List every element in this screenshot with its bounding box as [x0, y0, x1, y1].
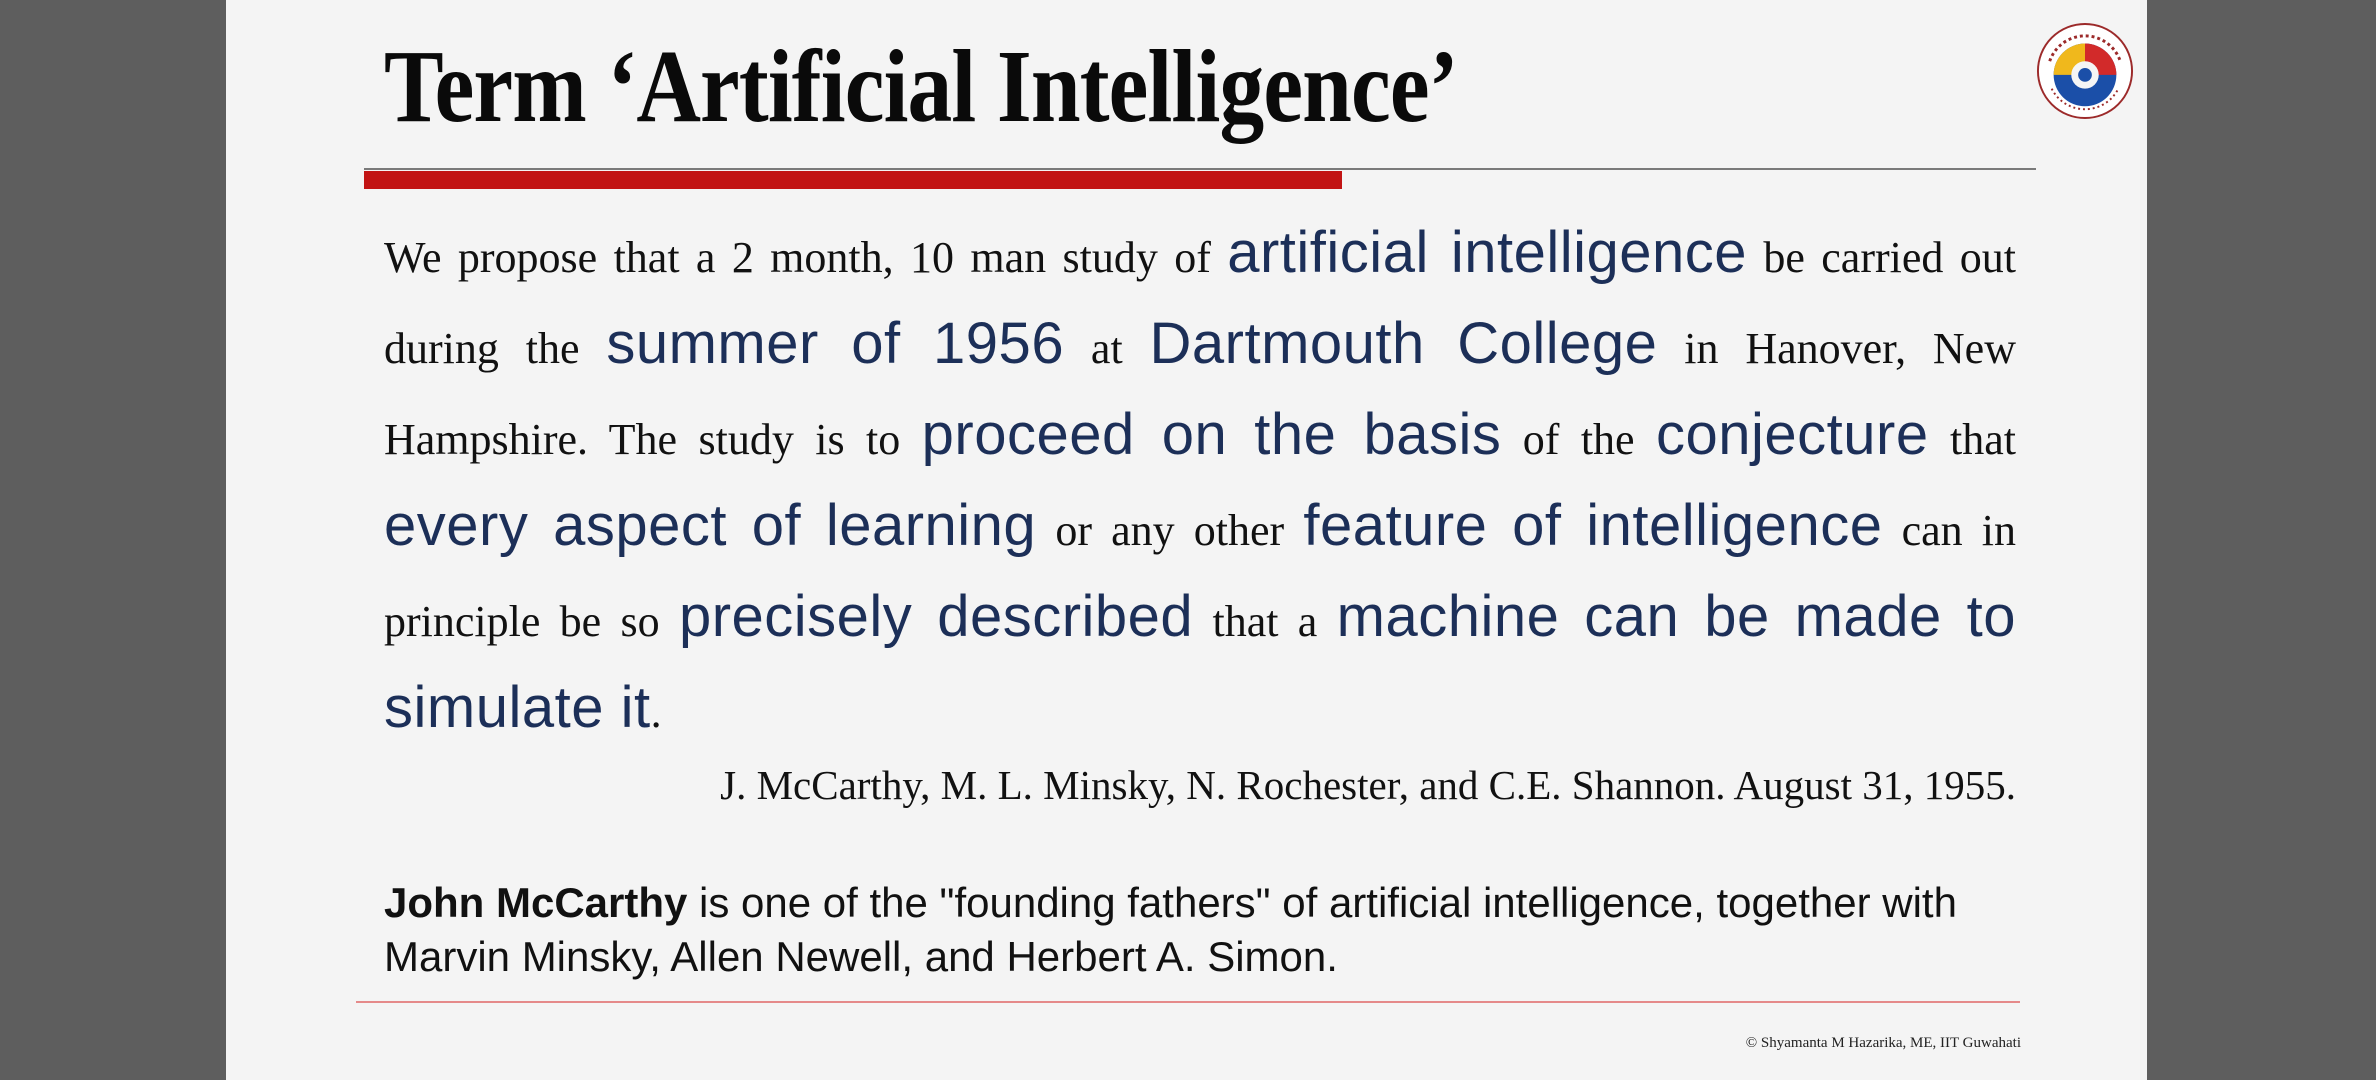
- title-underline-thin: [364, 168, 2036, 170]
- quote-attribution: J. McCarthy, M. L. Minsky, N. Rochester,…: [720, 762, 2016, 808]
- quote-text: that a: [1193, 597, 1337, 646]
- note-bold-name: John McCarthy: [384, 879, 688, 926]
- quote-emphasis: Dartmouth College: [1149, 311, 1658, 376]
- quote-text: that: [1928, 415, 2016, 464]
- title-underline-red-bar: [364, 171, 1342, 189]
- quote-emphasis: proceed on the basis: [921, 402, 1502, 467]
- left-letterbox: [0, 0, 226, 1080]
- copyright-footer: © Shyamanta M Hazarika, ME, IIT Guwahati: [1745, 1035, 2021, 1051]
- quote-emphasis: precisely described: [678, 584, 1194, 649]
- quote-text: or any other: [1036, 506, 1304, 555]
- right-letterbox: [2147, 0, 2376, 1080]
- quote-text: at: [1064, 324, 1150, 373]
- quote-text: of the: [1501, 415, 1656, 464]
- quote-text: .: [650, 688, 662, 737]
- quote-emphasis: feature of intelligence: [1303, 493, 1883, 558]
- slide-title: Term ‘Artificial Intelligence’: [384, 29, 1459, 144]
- quote-emphasis: every aspect of learning: [384, 493, 1037, 558]
- founding-fathers-note: John McCarthy is one of the "founding fa…: [384, 876, 2044, 984]
- quote-emphasis: machine can be made to simulate it: [384, 584, 2016, 740]
- quote-text: in Hanover, New Hampshire. The study is …: [384, 324, 2016, 464]
- quote-emphasis: summer of 1956: [606, 311, 1065, 376]
- iit-guwahati-logo-icon: [2036, 22, 2134, 120]
- dartmouth-proposal-quote: We propose that a 2 month, 10 man study …: [384, 210, 2016, 756]
- presentation-slide: Term ‘Artificial Intelligence’ We propos…: [226, 0, 2147, 1080]
- quote-emphasis: artificial intelligence: [1227, 220, 1748, 285]
- quote-text: be carried out during the: [384, 233, 2016, 373]
- quote-emphasis: conjecture: [1656, 402, 1929, 467]
- footer-rule: [356, 1001, 2020, 1003]
- quote-text: can in principle be so: [384, 506, 2017, 646]
- note-text: is one of the "founding fathers" of arti…: [384, 879, 1957, 980]
- quote-text: We propose that a 2 month, 10 man study …: [384, 233, 1228, 282]
